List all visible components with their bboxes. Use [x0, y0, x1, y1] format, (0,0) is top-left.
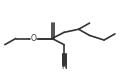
Text: N: N	[61, 62, 67, 71]
Text: O: O	[31, 34, 37, 43]
